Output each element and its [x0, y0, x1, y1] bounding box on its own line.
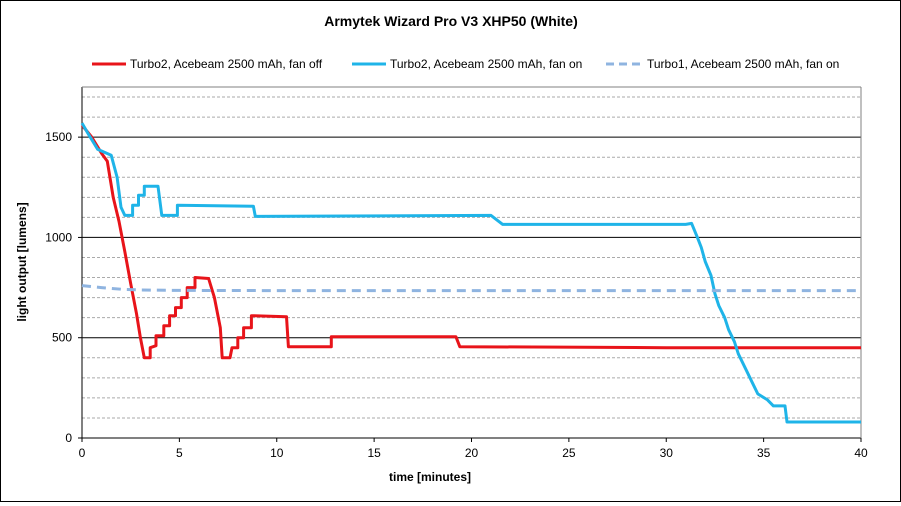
x-tick-label: 20	[465, 446, 479, 460]
legend-label-series-3: Turbo1, Acebeam 2500 mAh, fan on	[647, 57, 839, 71]
x-axis-title: time [minutes]	[389, 470, 471, 484]
x-tick-label: 30	[660, 446, 674, 460]
plot-area: 0 5 10 15 20 25 30 35 40 0 500 1000 1500	[45, 86, 868, 460]
x-tick-label: 25	[562, 446, 576, 460]
x-tick-label: 35	[757, 446, 771, 460]
y-tick-label: 1500	[45, 130, 72, 144]
x-tick-label: 40	[854, 446, 868, 460]
series-line-1	[80, 124, 861, 360]
x-tick-label: 10	[270, 446, 284, 460]
legend-label-series-2: Turbo2, Acebeam 2500 mAh, fan on	[390, 57, 582, 71]
y-axis-title: light output [lumens]	[15, 202, 29, 321]
y-tick-label: 1000	[45, 230, 72, 244]
chart-title: Armytek Wizard Pro V3 XHP50 (White)	[324, 13, 578, 29]
series-line-3	[81, 284, 861, 293]
plot-background	[82, 87, 861, 438]
y-tick-label: 0	[65, 431, 72, 445]
series-line-2	[80, 122, 861, 424]
x-tick-label: 0	[79, 446, 86, 460]
legend-label-series-1: Turbo2, Acebeam 2500 mAh, fan off	[130, 57, 323, 71]
legend: Turbo2, Acebeam 2500 mAh, fan off Turbo2…	[92, 57, 839, 71]
x-tick-label: 15	[367, 446, 381, 460]
x-tick-label: 5	[176, 446, 183, 460]
y-tick-label: 500	[52, 331, 72, 345]
